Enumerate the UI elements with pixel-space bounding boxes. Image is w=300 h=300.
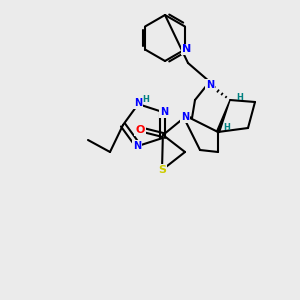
Text: O: O	[135, 125, 145, 135]
Text: N: N	[182, 44, 191, 55]
Text: H: H	[237, 94, 243, 103]
Text: H: H	[224, 122, 230, 131]
Text: N: N	[133, 141, 141, 151]
Text: N: N	[181, 112, 189, 122]
Text: N: N	[134, 98, 142, 108]
Polygon shape	[217, 100, 230, 133]
Text: S: S	[158, 165, 166, 175]
Text: N: N	[206, 80, 214, 90]
Text: H: H	[142, 94, 148, 103]
Text: N: N	[160, 107, 168, 117]
